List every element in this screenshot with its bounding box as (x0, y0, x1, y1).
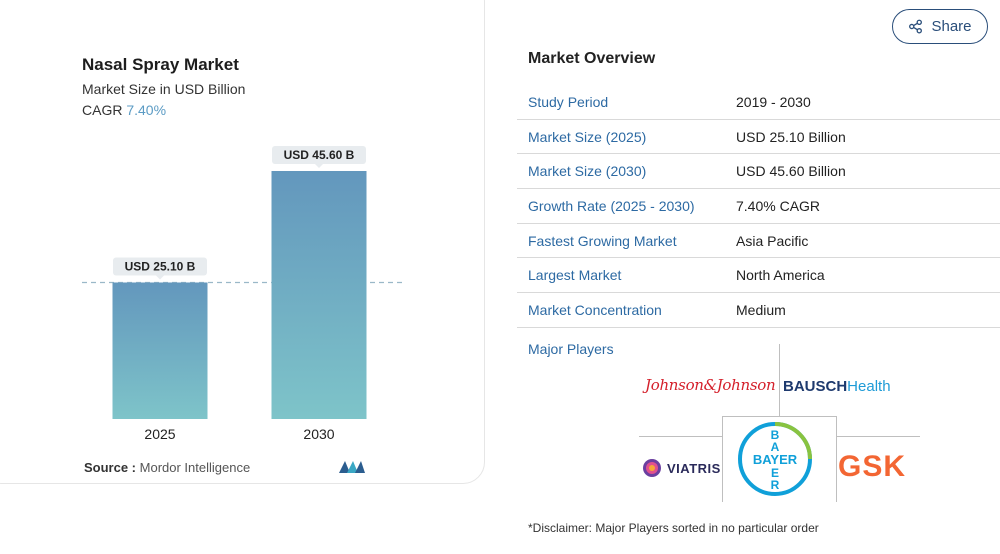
overview-value: Medium (736, 301, 786, 318)
x-tick-label: 2025 (144, 426, 175, 442)
overview-value: USD 45.60 Billion (736, 163, 846, 180)
grid-divider (836, 436, 920, 437)
overview-value: USD 25.10 Billion (736, 128, 846, 145)
disclaimer-note: *Disclaimer: Major Players sorted in no … (528, 521, 819, 535)
overview-title: Market Overview (528, 50, 656, 67)
grid-divider (779, 344, 780, 416)
bayer-logo[interactable]: BAYER B A E R (736, 420, 814, 498)
overview-key[interactable]: Largest Market (528, 267, 622, 284)
overview-row: Market Size (2030) USD 45.60 Billion (517, 154, 1000, 190)
chart-cagr: CAGR 7.40% (82, 102, 166, 118)
health-text: Health (847, 378, 891, 395)
cagr-label: CAGR (82, 102, 123, 118)
overview-key[interactable]: Study Period (528, 93, 609, 110)
overview-row: Market Concentration Medium (517, 293, 1000, 328)
chart-title: Nasal Spray Market (82, 55, 239, 74)
grid-divider (722, 416, 723, 502)
overview-value: 2019 - 2030 (736, 93, 811, 110)
data-label-bg (113, 257, 207, 276)
overview-row: Study Period 2019 - 2030 (517, 85, 1000, 120)
share-label: Share (931, 18, 972, 35)
svg-text:E: E (771, 466, 779, 480)
bayer-horizontal-text: BAYER (753, 452, 798, 467)
share-icon (909, 19, 923, 34)
source-note: Source : Mordor Intelligence (84, 460, 250, 475)
chart-subtitle: Market Size in USD Billion (82, 81, 246, 97)
source-value: Mordor Intelligence (139, 460, 251, 475)
bar-2025 (112, 282, 208, 419)
bausch-health-logo[interactable]: BAUSCHHealth (783, 378, 891, 395)
overview-key[interactable]: Market Size (2030) (528, 163, 647, 180)
bar-chart: USD 25.10 B 2025 USD 45.60 B 2030 (82, 146, 402, 442)
overview-key[interactable]: Market Concentration (528, 301, 662, 318)
overview-row: Market Size (2025) USD 25.10 Billion (517, 120, 1000, 155)
gsk-logo[interactable]: GSK (838, 450, 907, 483)
grid-divider (639, 436, 723, 437)
data-label-bg (272, 146, 366, 164)
overview-row: Largest Market North America (517, 258, 1000, 294)
data-label-pointer (315, 164, 323, 168)
johnson-johnson-logo[interactable]: Johnson&Johnson (645, 376, 776, 394)
viatris-text: VIATRIS (667, 460, 721, 476)
overview-table: Study Period 2019 - 2030 Market Size (20… (517, 85, 1000, 328)
chart-card (0, 0, 485, 484)
overview-row: Fastest Growing Market Asia Pacific (517, 224, 1000, 259)
overview-key[interactable]: Growth Rate (2025 - 2030) (528, 197, 695, 214)
cagr-value: 7.40% (126, 102, 167, 118)
overview-key[interactable]: Fastest Growing Market (528, 232, 677, 249)
overview-value: North America (736, 267, 825, 284)
viatris-mark-icon (643, 459, 661, 477)
overview-row: Growth Rate (2025 - 2030) 7.40% CAGR (517, 189, 1000, 224)
data-label: USD 45.60 B (284, 148, 355, 162)
grid-divider (836, 416, 837, 502)
viatris-logo[interactable]: VIATRIS (642, 458, 721, 478)
overview-value: Asia Pacific (736, 232, 809, 249)
grid-divider (722, 416, 837, 417)
bausch-text: BAUSCH (783, 378, 848, 395)
mordor-logo-icon (339, 461, 365, 473)
overview-value: 7.40% CAGR (736, 197, 821, 214)
major-players-title[interactable]: Major Players (528, 341, 614, 357)
svg-text:A: A (771, 440, 780, 454)
x-tick-label: 2030 (303, 426, 334, 442)
source-label: Source : (84, 460, 137, 475)
bar-2030 (271, 171, 367, 419)
svg-text:B: B (771, 428, 780, 442)
overview-key[interactable]: Market Size (2025) (528, 128, 647, 145)
data-label-pointer (156, 275, 164, 280)
data-label: USD 25.10 B (125, 259, 196, 273)
svg-text:R: R (771, 478, 780, 492)
share-button[interactable]: Share (892, 9, 988, 44)
